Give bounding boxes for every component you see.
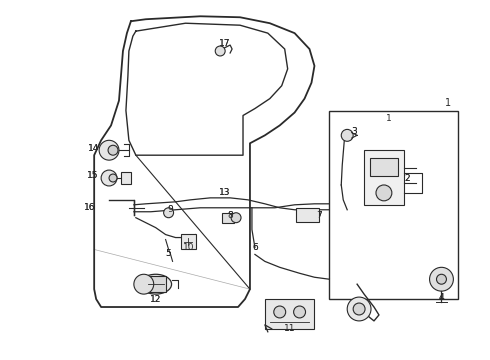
Text: 9: 9: [168, 205, 173, 214]
Circle shape: [430, 267, 453, 291]
Text: 11: 11: [284, 324, 295, 333]
Text: 13: 13: [220, 188, 231, 197]
Text: 3: 3: [351, 127, 357, 136]
Circle shape: [376, 185, 392, 201]
Circle shape: [99, 140, 119, 160]
Text: 4: 4: [439, 293, 444, 302]
Text: 16: 16: [83, 203, 95, 212]
Bar: [121, 172, 131, 184]
Circle shape: [294, 306, 306, 318]
Bar: [222, 213, 234, 223]
Bar: [329, 111, 458, 299]
Text: 15: 15: [87, 171, 99, 180]
Text: 10: 10: [183, 243, 194, 252]
Text: 12: 12: [150, 294, 161, 303]
Text: 8: 8: [227, 211, 233, 220]
Circle shape: [215, 46, 225, 56]
Text: 9: 9: [168, 205, 173, 214]
Bar: [370, 158, 398, 176]
Circle shape: [108, 145, 118, 155]
Circle shape: [231, 213, 241, 223]
Text: 5: 5: [166, 249, 171, 258]
Text: 6: 6: [252, 243, 258, 252]
Text: 1: 1: [386, 114, 392, 123]
Circle shape: [341, 129, 353, 141]
Text: 7: 7: [317, 211, 322, 220]
Text: 3: 3: [351, 127, 357, 136]
Text: 17: 17: [220, 39, 231, 48]
Circle shape: [437, 274, 446, 284]
Circle shape: [164, 208, 173, 218]
Text: 16: 16: [83, 203, 95, 212]
Bar: [364, 150, 404, 205]
Ellipse shape: [140, 274, 171, 294]
Text: 7: 7: [317, 211, 322, 220]
Bar: [180, 234, 196, 249]
Text: 5: 5: [166, 249, 171, 258]
Bar: [265, 299, 315, 329]
Text: 14: 14: [88, 144, 99, 153]
Circle shape: [274, 306, 286, 318]
Circle shape: [347, 297, 371, 321]
Text: 6: 6: [252, 243, 258, 252]
Text: 14: 14: [88, 144, 99, 153]
Text: 4: 4: [439, 293, 444, 302]
Circle shape: [109, 174, 117, 182]
Text: 1: 1: [445, 98, 451, 108]
Text: 11: 11: [284, 324, 295, 333]
Text: 15: 15: [87, 171, 99, 180]
Text: 2: 2: [404, 174, 410, 183]
Text: 12: 12: [150, 294, 161, 303]
Circle shape: [134, 274, 154, 294]
Text: 2: 2: [404, 174, 410, 183]
Circle shape: [101, 170, 117, 186]
Text: 13: 13: [220, 188, 231, 197]
Circle shape: [353, 303, 365, 315]
Text: 17: 17: [220, 39, 231, 48]
Text: 10: 10: [183, 243, 194, 252]
Bar: [146, 276, 166, 292]
Bar: [295, 208, 319, 222]
Text: 8: 8: [227, 211, 233, 220]
